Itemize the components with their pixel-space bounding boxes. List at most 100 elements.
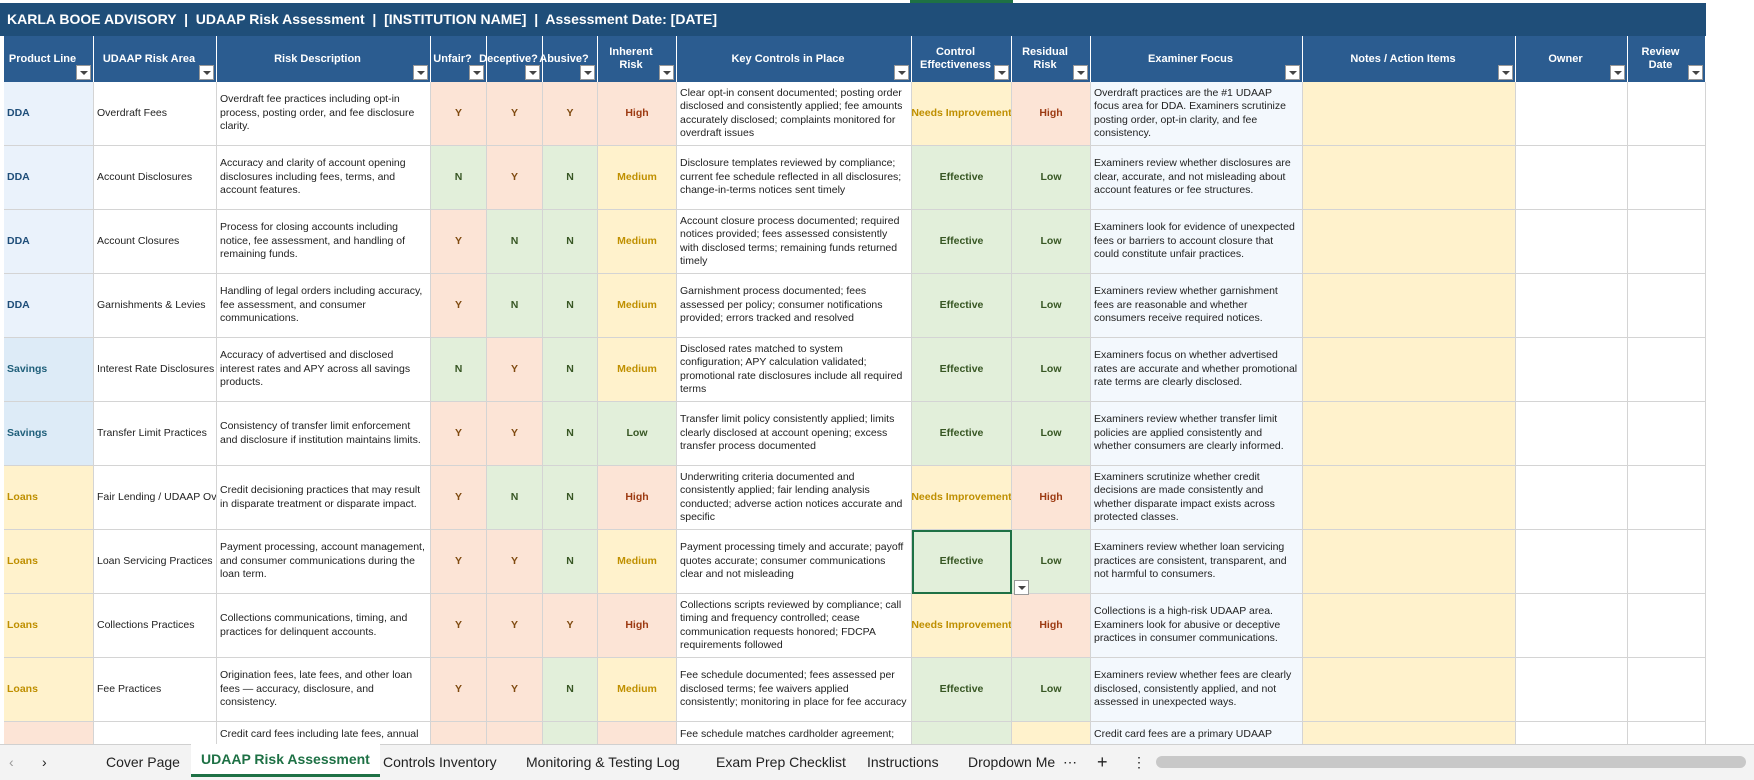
cell-inherent: High <box>598 466 677 530</box>
filter-button[interactable] <box>1285 65 1300 80</box>
cell-unfair: Y <box>431 530 487 594</box>
cell-deceptive: Y <box>487 146 543 210</box>
cell-residual: Low <box>1012 274 1091 338</box>
cell-focus: Examiners focus on whether advertised ra… <box>1091 338 1303 402</box>
more-tabs[interactable]: ⋯ <box>1063 754 1077 770</box>
cell-effectiveness: Effective <box>912 146 1012 210</box>
column-header: Inherent Risk <box>598 36 677 82</box>
filter-button[interactable] <box>199 65 214 80</box>
cell-description: Accuracy of advertised and disclosed int… <box>217 338 431 402</box>
cell-residual: High <box>1012 82 1091 146</box>
sheet-tab[interactable]: Monitoring & Testing Log <box>526 754 680 770</box>
sheet-tab[interactable]: Instructions <box>867 754 939 770</box>
empty-cell <box>1628 402 1706 466</box>
cell-description: Consistency of transfer limit enforcemen… <box>217 402 431 466</box>
cell-abusive: N <box>543 210 598 274</box>
cell-abusive: N <box>543 658 598 722</box>
empty-cell <box>1516 530 1628 594</box>
cell-abusive: N <box>543 530 598 594</box>
empty-cell <box>543 722 598 744</box>
cell-effectiveness: Effective <box>912 274 1012 338</box>
column-header: Control Effectiveness <box>912 36 1012 82</box>
cell-inherent: Medium <box>598 146 677 210</box>
empty-cell <box>1303 82 1516 146</box>
selection-indicator <box>910 0 1013 3</box>
sheet-tab[interactable]: Exam Prep Checklist <box>716 754 846 770</box>
cell-controls: Clear opt-in consent documented; posting… <box>677 82 912 146</box>
cell-effectiveness: Effective <box>912 210 1012 274</box>
cell-controls: Underwriting criteria documented and con… <box>677 466 912 530</box>
empty-cell <box>4 722 94 744</box>
empty-cell <box>1516 210 1628 274</box>
filter-button[interactable] <box>76 65 91 80</box>
column-header: Abusive? <box>539 36 598 82</box>
filter-button[interactable] <box>994 65 1009 80</box>
cell-description: Accuracy and clarity of account opening … <box>217 146 431 210</box>
filter-button[interactable] <box>659 65 674 80</box>
cell-unfair: Y <box>431 658 487 722</box>
cell-focus: Examiners review whether disclosures are… <box>1091 146 1303 210</box>
sheet-menu[interactable]: ⋮ <box>1132 754 1146 770</box>
cell-product: DDA <box>4 146 94 210</box>
filter-button[interactable] <box>469 65 484 80</box>
sheet-tab[interactable]: Cover Page <box>106 754 180 770</box>
empty-cell <box>1628 722 1706 744</box>
cell-unfair: N <box>431 338 487 402</box>
cell-effectiveness: Effective <box>912 658 1012 722</box>
cell-unfair: N <box>431 146 487 210</box>
cell-area: Fee Practices <box>94 658 217 722</box>
filter-button[interactable] <box>525 65 540 80</box>
cell-inherent: High <box>598 594 677 658</box>
cell-description: Overdraft fee practices including opt-in… <box>217 82 431 146</box>
cell-deceptive: Y <box>487 658 543 722</box>
cell-dropdown[interactable] <box>1014 580 1029 595</box>
cell-effectiveness: Needs Improvement <box>912 82 1012 146</box>
cell-controls: Disclosure templates reviewed by complia… <box>677 146 912 210</box>
scroll-right[interactable]: › <box>42 754 47 770</box>
filter-button[interactable] <box>1688 65 1703 80</box>
empty-cell <box>1628 594 1706 658</box>
filter-button[interactable] <box>894 65 909 80</box>
column-header: Notes / Action Items <box>1303 36 1516 82</box>
cell-inherent: Low <box>598 402 677 466</box>
filter-button[interactable] <box>1073 65 1088 80</box>
cell-controls: Payment processing timely and accurate; … <box>677 530 912 594</box>
empty-cell <box>1628 530 1706 594</box>
add-sheet[interactable]: + <box>1097 752 1108 772</box>
empty-cell <box>1303 594 1516 658</box>
sheet-tab[interactable]: UDAAP Risk Assessment <box>191 744 380 777</box>
sheet-tab[interactable]: Controls Inventory <box>383 754 497 770</box>
cell-controls: Fee schedule documented; fees assessed p… <box>677 658 912 722</box>
cell-unfair: Y <box>431 466 487 530</box>
filter-button[interactable] <box>413 65 428 80</box>
empty-cell <box>1303 402 1516 466</box>
empty-cell <box>1303 338 1516 402</box>
empty-cell <box>94 722 217 744</box>
selected-cell[interactable] <box>912 530 1012 594</box>
cell-deceptive: N <box>487 466 543 530</box>
cell-product: Loans <box>4 466 94 530</box>
scroll-left[interactable]: ‹ <box>9 754 14 770</box>
cell-product: Savings <box>4 338 94 402</box>
column-header: Owner <box>1516 36 1628 82</box>
cell-controls: Fee schedule matches cardholder agreemen… <box>677 722 912 744</box>
cell-area: Account Disclosures <box>94 146 217 210</box>
cell-residual: High <box>1012 466 1091 530</box>
filter-button[interactable] <box>1610 65 1625 80</box>
cell-unfair: Y <box>431 274 487 338</box>
horizontal-scrollbar[interactable] <box>1156 756 1746 768</box>
cell-focus: Examiners scrutinize whether credit deci… <box>1091 466 1303 530</box>
filter-button[interactable] <box>580 65 595 80</box>
cell-description: Credit card fees including late fees, an… <box>217 722 431 744</box>
filter-button[interactable] <box>1498 65 1513 80</box>
cell-inherent: Medium <box>598 658 677 722</box>
sheet-tab[interactable]: Dropdown Me <box>968 754 1056 770</box>
cell-area: Account Closures <box>94 210 217 274</box>
cell-focus: Examiners review whether transfer limit … <box>1091 402 1303 466</box>
cell-controls: Collections scripts reviewed by complian… <box>677 594 912 658</box>
empty-cell <box>1303 658 1516 722</box>
cell-description: Credit decisioning practices that may re… <box>217 466 431 530</box>
cell-deceptive: Y <box>487 82 543 146</box>
cell-residual: Low <box>1012 402 1091 466</box>
cell-description: Origination fees, late fees, and other l… <box>217 658 431 722</box>
